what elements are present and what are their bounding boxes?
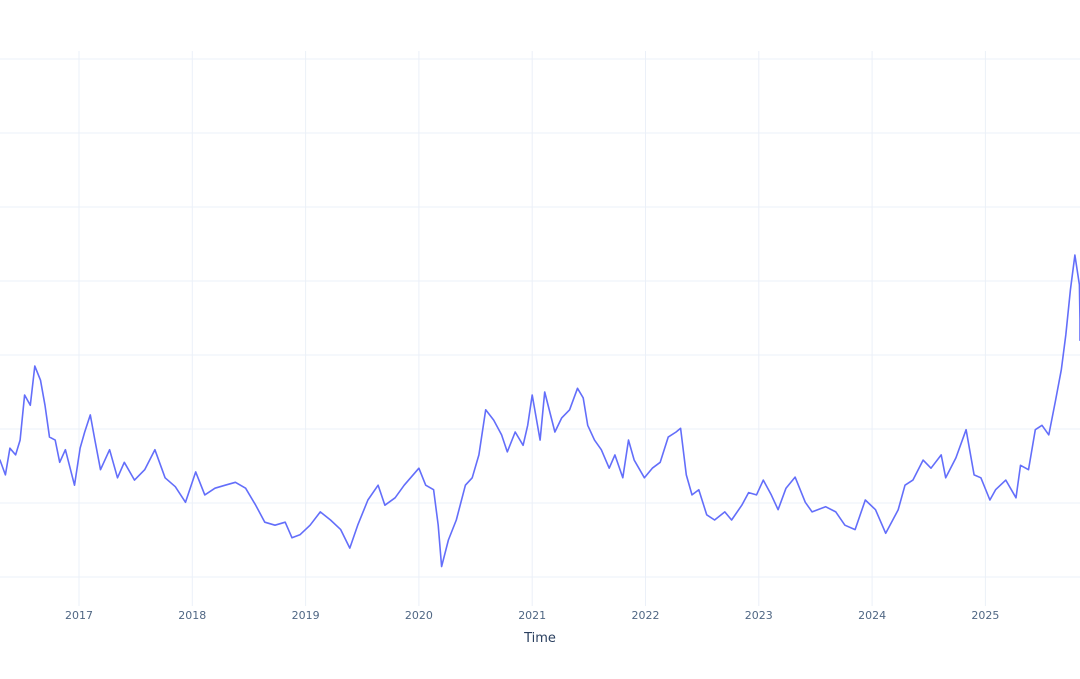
x-tick-label: 2023 <box>745 609 773 622</box>
x-tick-label: 2024 <box>858 609 886 622</box>
horizontal-gridlines <box>0 58 1080 578</box>
x-tick-label: 2019 <box>292 609 320 622</box>
x-axis-tick-labels: 2017 2018 2019 2020 2021 2022 2023 2024 2025 <box>65 609 999 622</box>
x-tick-label: 2018 <box>178 609 206 622</box>
x-tick-label: 2017 <box>65 609 93 622</box>
plot-area[interactable] <box>0 254 1080 568</box>
x-axis-title: Time <box>523 631 556 646</box>
x-tick-label: 2025 <box>971 609 999 622</box>
vertical-gridlines <box>78 51 986 606</box>
x-tick-label: 2021 <box>518 609 546 622</box>
x-tick-label: 2020 <box>405 609 433 622</box>
series-line[interactable] <box>0 254 1080 568</box>
x-tick-label: 2022 <box>632 609 660 622</box>
